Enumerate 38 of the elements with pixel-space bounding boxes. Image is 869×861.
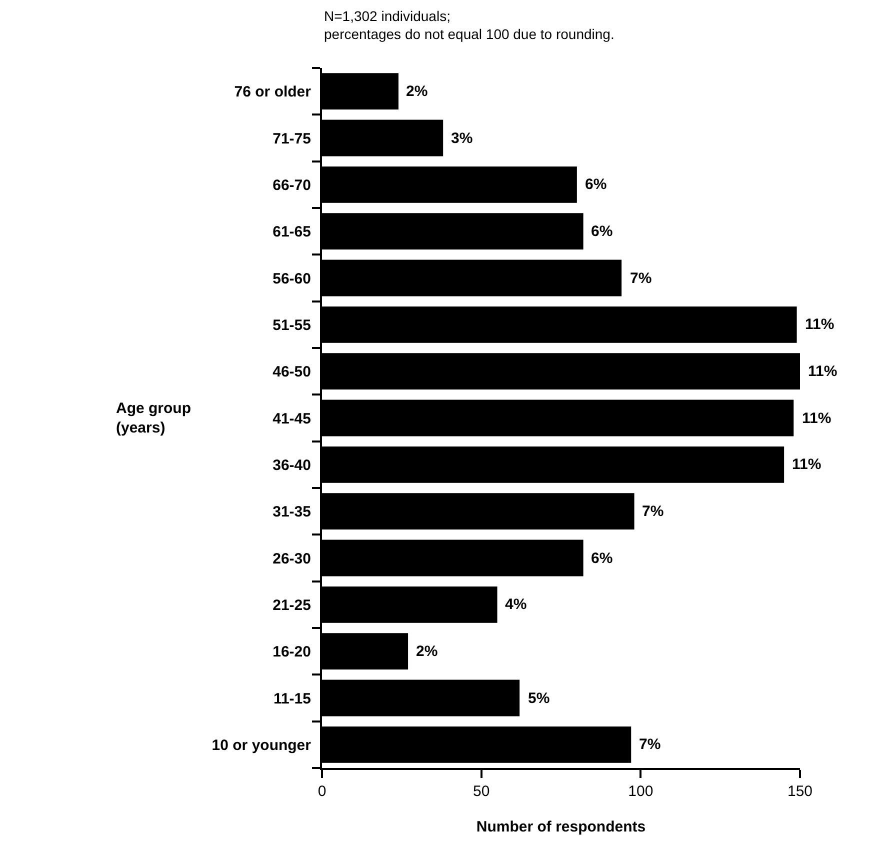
y-tick-label: 71-75 xyxy=(272,130,311,148)
annotation: 5% xyxy=(528,690,550,707)
y-tick-label: 66-70 xyxy=(272,176,311,194)
annotation: 7% xyxy=(630,270,652,287)
x-tick-label: 100 xyxy=(628,783,654,800)
annotation: 7% xyxy=(639,736,661,753)
y-tick-label: 46-50 xyxy=(272,364,311,381)
annotation: 4% xyxy=(505,596,527,613)
annotation: 7% xyxy=(642,503,664,520)
annotation: 6% xyxy=(591,550,613,567)
y-tick-label: 16-20 xyxy=(272,644,311,661)
y-tick-label: 76 or older xyxy=(234,84,312,101)
text: N=1,302 individuals; xyxy=(324,8,450,24)
y-tick-label: 56-60 xyxy=(272,270,311,288)
y-tick-label: 10 or younger xyxy=(212,736,312,754)
x-tick-label: 150 xyxy=(787,783,813,800)
annotation: 11% xyxy=(792,456,822,473)
text: percentages do not equal 100 due to rounding. xyxy=(324,26,614,42)
x-axis-title: Number of respondents xyxy=(476,818,646,836)
annotation: 11% xyxy=(802,410,832,427)
annotation: 11% xyxy=(808,363,838,380)
x-tick-label: 0 xyxy=(318,783,326,800)
y-tick-label: 11-15 xyxy=(273,690,311,708)
y-tick-label: 51-55 xyxy=(272,316,311,334)
y-axis-title: Age group (years) xyxy=(116,400,191,436)
y-tick-label: 26-30 xyxy=(272,550,311,568)
annotation: 11% xyxy=(805,316,834,333)
annotation: 6% xyxy=(591,223,613,240)
x-tick-label: 50 xyxy=(472,783,490,800)
y-tick-label: 41-45 xyxy=(272,410,311,428)
annotation: 2% xyxy=(406,83,428,100)
annotation: 2% xyxy=(416,643,438,660)
annotation: 3% xyxy=(451,130,473,147)
y-tick-label: 21-25 xyxy=(272,596,311,614)
annotation: 6% xyxy=(585,176,607,193)
y-tick-label: 36-40 xyxy=(272,456,311,474)
y-tick-label: 61-65 xyxy=(272,224,311,241)
y-tick-label: 31-35 xyxy=(272,504,311,521)
